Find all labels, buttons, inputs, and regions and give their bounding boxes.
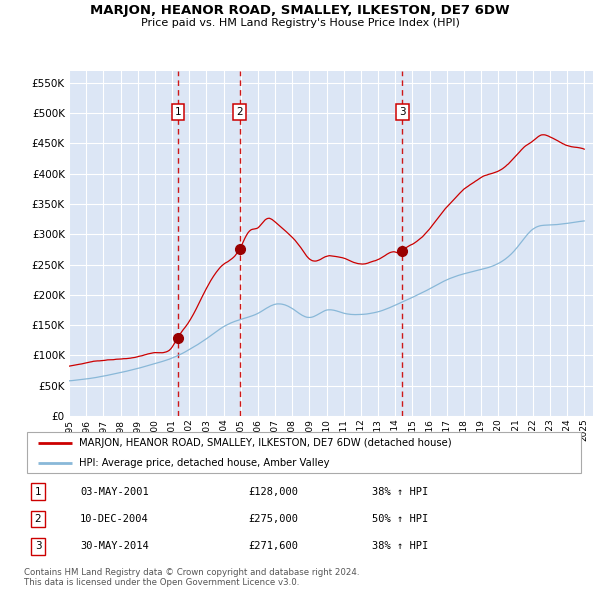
- Text: 2: 2: [236, 107, 243, 117]
- Text: 38% ↑ HPI: 38% ↑ HPI: [372, 487, 428, 497]
- Text: MARJON, HEANOR ROAD, SMALLEY, ILKESTON, DE7 6DW: MARJON, HEANOR ROAD, SMALLEY, ILKESTON, …: [90, 4, 510, 17]
- Text: MARJON, HEANOR ROAD, SMALLEY, ILKESTON, DE7 6DW (detached house): MARJON, HEANOR ROAD, SMALLEY, ILKESTON, …: [79, 438, 452, 448]
- Text: £271,600: £271,600: [248, 541, 298, 551]
- Text: 3: 3: [35, 541, 41, 551]
- Text: 38% ↑ HPI: 38% ↑ HPI: [372, 541, 428, 551]
- Text: 3: 3: [399, 107, 406, 117]
- Text: HPI: Average price, detached house, Amber Valley: HPI: Average price, detached house, Ambe…: [79, 458, 329, 468]
- Text: £275,000: £275,000: [248, 514, 298, 524]
- Text: 50% ↑ HPI: 50% ↑ HPI: [372, 514, 428, 524]
- Text: 03-MAY-2001: 03-MAY-2001: [80, 487, 149, 497]
- Text: 2: 2: [35, 514, 41, 524]
- Text: 1: 1: [175, 107, 181, 117]
- FancyBboxPatch shape: [27, 432, 581, 473]
- Text: £128,000: £128,000: [248, 487, 298, 497]
- Text: Contains HM Land Registry data © Crown copyright and database right 2024.
This d: Contains HM Land Registry data © Crown c…: [24, 568, 359, 587]
- Text: Price paid vs. HM Land Registry's House Price Index (HPI): Price paid vs. HM Land Registry's House …: [140, 18, 460, 28]
- Text: 1: 1: [35, 487, 41, 497]
- Text: 10-DEC-2004: 10-DEC-2004: [80, 514, 149, 524]
- Text: 30-MAY-2014: 30-MAY-2014: [80, 541, 149, 551]
